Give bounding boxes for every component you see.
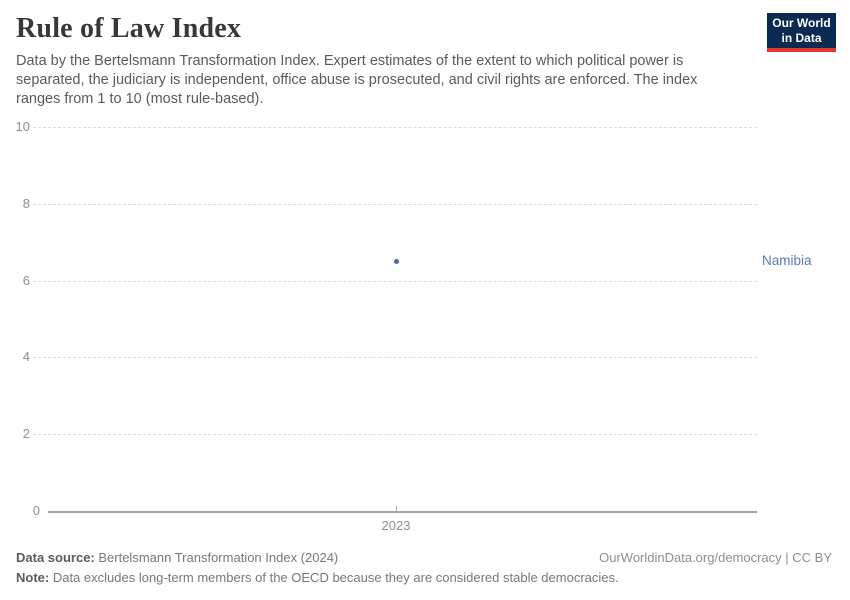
y-axis-tick-label: 2 [22, 426, 30, 442]
gridline [33, 280, 757, 282]
chart-title: Rule of Law Index [16, 13, 242, 44]
x-axis-line [48, 511, 757, 513]
gridline [33, 357, 757, 359]
gridline [33, 203, 757, 205]
owid-logo-line1: Our World [772, 15, 831, 30]
note-value: Data excludes long-term members of the O… [49, 570, 619, 585]
data-source-value: Bertelsmann Transformation Index (2024) [94, 550, 339, 565]
data-source-text: Data source: Bertelsmann Transformation … [16, 548, 338, 568]
entity-label[interactable]: Namibia [762, 253, 812, 269]
owid-logo-line2: in Data [781, 30, 822, 45]
note-label: Note: [16, 570, 50, 585]
data-source-label: Data source: [16, 550, 95, 565]
y-axis-tick-label: 10 [15, 119, 30, 134]
x-axis-tick-label: 2023 [381, 518, 411, 533]
y-axis-tick-label: 8 [22, 195, 30, 211]
license-link[interactable]: OurWorldinData.org/democracy | CC BY [599, 550, 832, 565]
gridline [33, 434, 757, 436]
x-axis-tick-mark [396, 506, 397, 511]
y-axis-tick-label: 6 [22, 272, 30, 288]
y-axis-tick-label: 0 [32, 503, 40, 518]
owid-logo[interactable]: Our World in Data [767, 13, 836, 52]
y-axis-tick-label: 4 [22, 349, 30, 365]
chart-footer: Data source: Bertelsmann Transformation … [16, 548, 832, 588]
data-point[interactable] [393, 258, 399, 264]
chart-subtitle: Data by the Bertelsmann Transformation I… [16, 53, 698, 107]
note-text: Note: Data excludes long-term members of… [16, 570, 619, 585]
gridline [33, 127, 757, 128]
